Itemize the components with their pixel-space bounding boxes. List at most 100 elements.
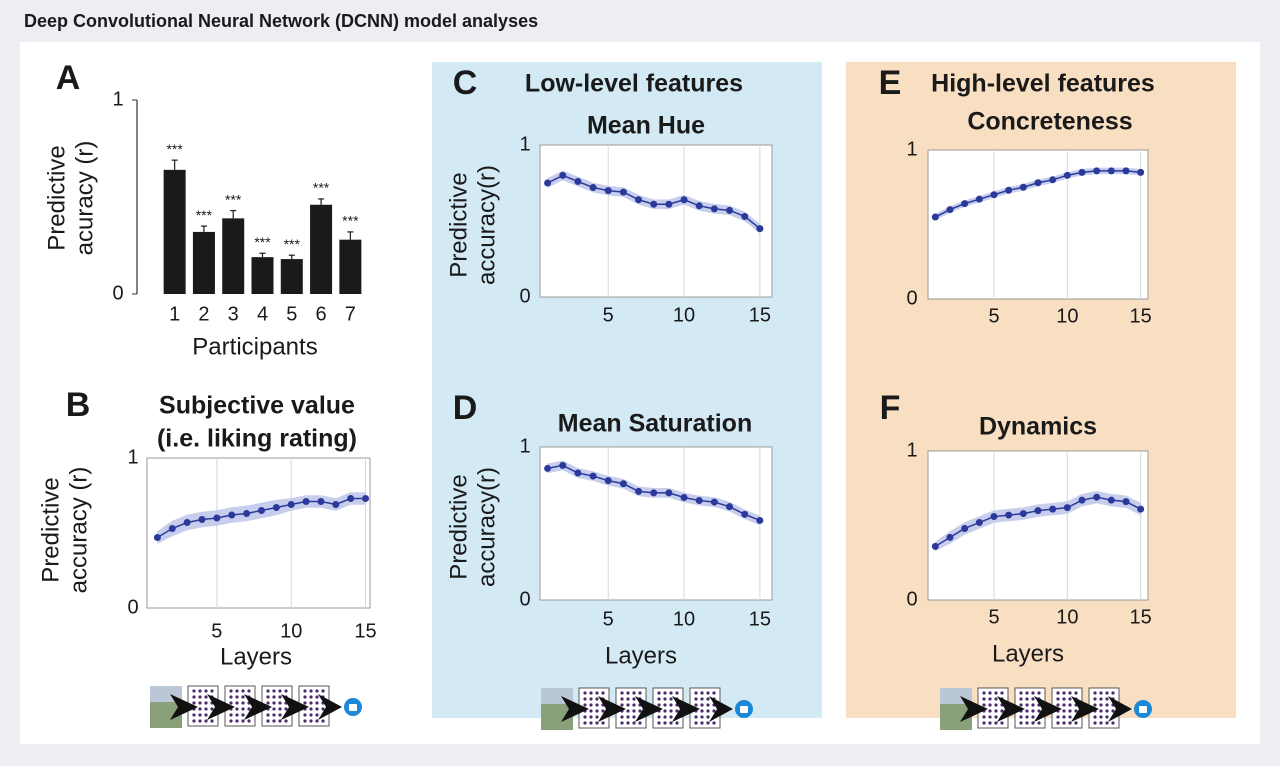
x-tick-label: 10 (673, 304, 695, 326)
bar (163, 169, 186, 294)
point (931, 542, 939, 550)
x-tick-label: 2 (198, 303, 209, 325)
point (1078, 496, 1086, 504)
bar (192, 231, 215, 294)
y-axis-label: Predictive (37, 477, 64, 582)
point (635, 487, 643, 495)
point (695, 497, 703, 505)
point (544, 179, 552, 187)
x-tick-label: 10 (1056, 606, 1078, 628)
x-tick-label: 15 (354, 620, 376, 642)
panel-letter: E (879, 64, 902, 102)
x-axis-label: Participants (192, 333, 317, 360)
point (272, 504, 280, 511)
y-tick-label: 1 (112, 88, 123, 110)
point (1137, 505, 1145, 513)
x-axis-label: Layers (992, 640, 1064, 667)
point (589, 184, 597, 192)
point (1005, 186, 1013, 194)
x-tick-label: 10 (280, 620, 302, 642)
point (665, 200, 673, 208)
point (559, 171, 567, 179)
panel-letter: B (66, 386, 91, 424)
plot-area (927, 149, 1149, 300)
y-axis-label: Predictive (445, 172, 472, 277)
point (650, 489, 658, 497)
x-tick-label: 5 (211, 620, 222, 642)
plot-area (539, 144, 773, 298)
chart-title: Dynamics (979, 413, 1097, 441)
point (574, 469, 582, 477)
point (931, 213, 939, 221)
y-axis-label: accuracy(r) (473, 165, 500, 285)
x-tick-label: 10 (1056, 305, 1078, 327)
point (650, 200, 658, 208)
point (1122, 498, 1130, 506)
panel-letter: F (880, 389, 901, 427)
y-tick-label: 0 (906, 287, 917, 309)
point (990, 513, 998, 521)
x-tick-label: 15 (749, 608, 771, 630)
point (287, 501, 295, 508)
x-tick-label: 5 (603, 304, 614, 326)
x-axis-label: Layers (605, 642, 677, 669)
point (946, 206, 954, 214)
bar (339, 239, 362, 294)
point (183, 519, 191, 526)
point (243, 510, 251, 517)
x-tick-label: 5 (988, 606, 999, 628)
y-tick-label: 1 (519, 435, 530, 457)
significance-label: *** (254, 234, 271, 250)
point (695, 202, 703, 210)
y-axis-label: accuracy (r) (65, 467, 92, 594)
point (946, 533, 954, 541)
point (1063, 504, 1071, 512)
point (635, 196, 643, 204)
point (710, 205, 718, 213)
y-axis-label: acuracy (r) (71, 141, 98, 256)
point (1034, 179, 1042, 187)
point (1078, 168, 1086, 176)
bar (310, 204, 333, 294)
y-axis-label: Predictive (445, 474, 472, 579)
chart-title: Mean Hue (587, 112, 705, 140)
point (362, 495, 370, 502)
y-tick-label: 0 (519, 588, 530, 610)
point (710, 498, 718, 506)
x-tick-label: 3 (228, 303, 239, 325)
significance-label: *** (196, 207, 213, 223)
panel-letter: D (453, 389, 478, 427)
x-tick-label: 1 (169, 303, 180, 325)
point (726, 503, 734, 511)
point (756, 225, 764, 233)
point (228, 511, 236, 519)
chart-title: Mean Saturation (558, 410, 752, 438)
x-tick-label: 4 (257, 303, 268, 325)
point (975, 519, 983, 527)
point (332, 501, 340, 508)
chart-title: Subjective value (159, 392, 355, 420)
point (153, 534, 161, 541)
significance-label: *** (225, 191, 242, 207)
significance-label: *** (342, 213, 359, 229)
point (317, 498, 325, 505)
x-tick-label: 5 (988, 305, 999, 327)
point (619, 480, 627, 488)
point (559, 461, 567, 469)
significance-label: *** (313, 180, 330, 196)
point (1093, 167, 1101, 175)
x-tick-label: 10 (673, 608, 695, 630)
y-tick-label: 1 (906, 138, 917, 160)
point (168, 525, 176, 532)
point (1107, 167, 1115, 175)
bar (280, 259, 303, 294)
y-axis-label: Predictive (43, 145, 70, 250)
x-tick-label: 15 (1130, 305, 1152, 327)
y-tick-label: 0 (519, 285, 530, 307)
point (604, 477, 612, 485)
header-title: Deep Convolutional Neural Network (DCNN)… (24, 11, 538, 31)
y-tick-label: 1 (127, 446, 138, 468)
chart-title: Concreteness (967, 108, 1132, 136)
point (604, 187, 612, 195)
point (1137, 168, 1145, 176)
